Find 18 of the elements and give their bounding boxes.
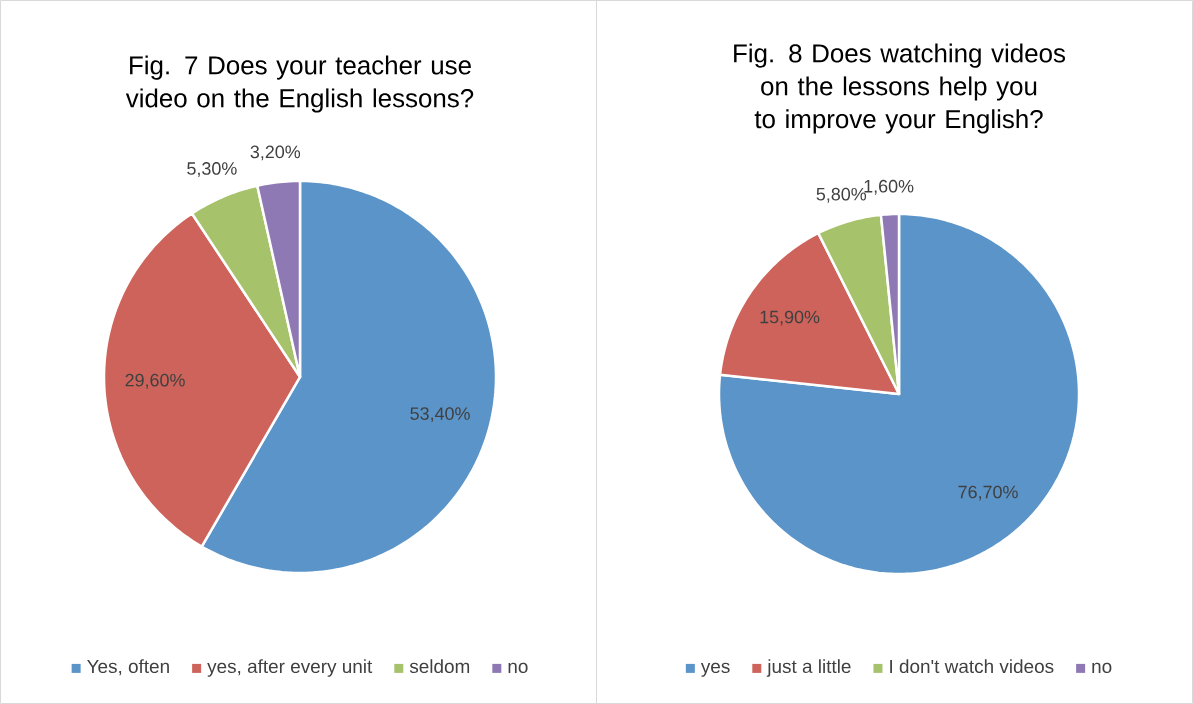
legend-label: no — [508, 662, 528, 674]
legend-label: yes, after every unit — [207, 659, 373, 677]
data-label: 1,60% — [864, 179, 914, 195]
legend-label: seldom — [409, 659, 470, 674]
legend-label: Yes, often — [87, 659, 169, 676]
data-label: 29,60% — [125, 373, 185, 389]
legend-label: no — [1092, 662, 1112, 674]
chart-title: Fig. 8 Does watching videos on the lessons help you to improve your English? — [734, 43, 1066, 134]
chart-title: Fig. 7 Does your teacher use video on the English lessons? — [125, 55, 474, 113]
legend-label: just a little — [766, 659, 851, 677]
legend-label: yes — [700, 662, 730, 677]
legend-label: I don't watch videos — [890, 659, 1054, 674]
data-label: 76,70% — [958, 485, 1018, 501]
data-label: 5,80% — [816, 187, 867, 203]
data-label: 5,30% — [187, 162, 237, 177]
data-label: 15,90% — [760, 310, 820, 326]
data-label: 53,40% — [410, 407, 470, 423]
data-label: 3,20% — [250, 145, 301, 161]
